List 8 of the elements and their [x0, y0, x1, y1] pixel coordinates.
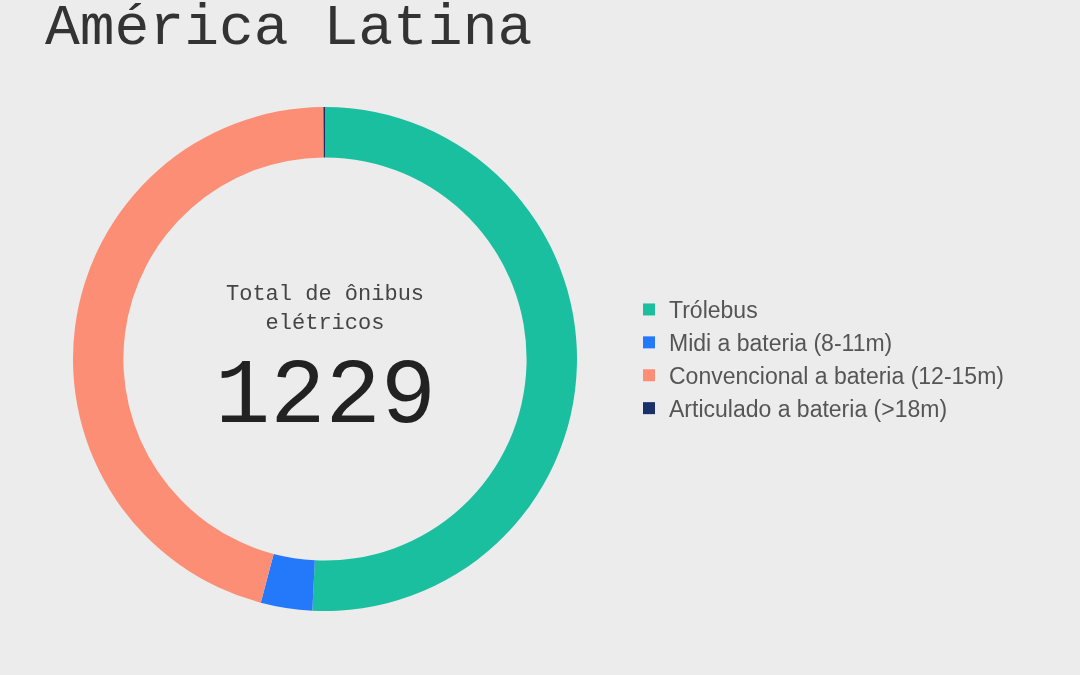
legend-label: Midi a bateria (8-11m) — [669, 330, 893, 357]
text: 1229 — [215, 345, 436, 450]
donut-slice — [260, 553, 315, 611]
chart-title: América Latina — [45, 0, 533, 61]
legend-label: Articulado a bateria (>18m) — [669, 396, 948, 423]
legend-label: Trólebus — [669, 297, 758, 324]
legend-label: Convencional a bateria (12-15m) — [669, 363, 1004, 390]
text: Total de ônibus elétricos — [226, 282, 425, 336]
